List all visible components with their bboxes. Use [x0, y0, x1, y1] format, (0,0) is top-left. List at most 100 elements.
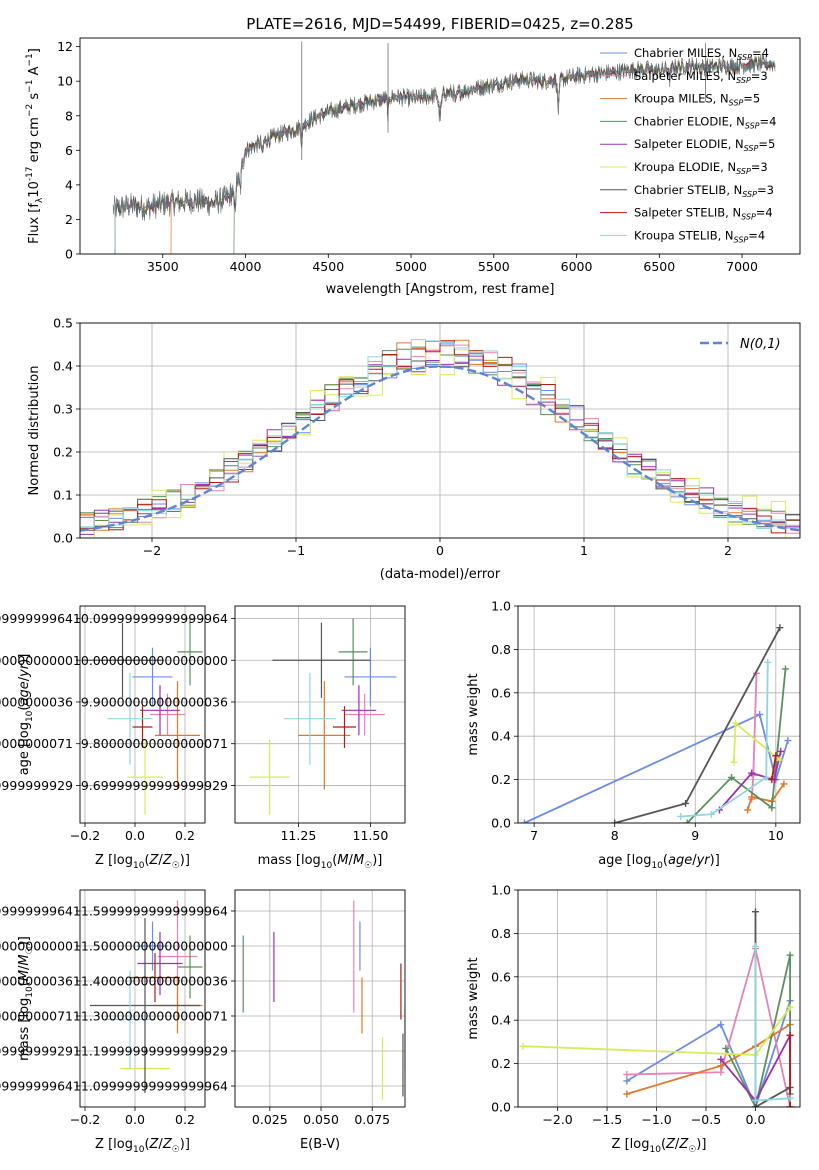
mass-weight-line: [626, 1023, 791, 1095]
x-tick-label: 6500: [643, 259, 675, 274]
y-tick-label: 1.0: [491, 599, 511, 614]
model-spectrum-line: [114, 59, 776, 254]
y-tick-label: 11.50000000000000000: [0, 939, 73, 954]
y-tick-label: 11.30000000000000071: [0, 1009, 73, 1024]
x-tick-label: −2: [143, 543, 161, 558]
y-tick-label: 0.2: [53, 445, 73, 460]
x-tick-label: 0.2: [175, 1112, 195, 1127]
y-tick-label: 11.30000000000000071: [73, 1009, 228, 1024]
mass-weight-line: [754, 911, 791, 1107]
x-tick-label: −2.0: [542, 1112, 572, 1127]
legend: Chabrier MILES, NSSP=4 Salpeter MILES, NS…: [600, 46, 776, 244]
x-tick-label: 0.0: [746, 1112, 766, 1127]
normal-distribution-curve: [80, 365, 800, 532]
observed-spectrum-line: [112, 53, 776, 221]
y-tick-label: 8: [65, 108, 73, 123]
y-axis-label: Normed distribution: [27, 366, 42, 496]
y-tick-label: 1.0: [491, 883, 511, 898]
axes-frame: [79, 889, 206, 1108]
axes-frame: [79, 605, 206, 824]
plot-area: [249, 618, 397, 815]
y-tick-label: 0: [65, 247, 73, 262]
mass-weight-vs-age-panel: 7 8 9 10 0.0 0.2 0.4 0.6 0.8 1.0 age [log10(age/yr…: [466, 599, 801, 871]
y-tick-label: 0.5: [53, 316, 73, 331]
legend-entry: Kroupa STELIB, NSSP=4: [634, 228, 765, 244]
axes-frame: [79, 37, 801, 255]
y-tick-label: 10.09999999999999964: [0, 611, 73, 626]
y-tick-label: 0.1: [53, 488, 73, 503]
mass-vs-metallicity-panel: −0.2 0.0 0.2 11.09999999999999964 11.1999999…: [0, 889, 206, 1155]
x-tick-label: −1.5: [592, 1112, 622, 1127]
x-tick-label: 4500: [312, 259, 344, 274]
axes-frame: [79, 322, 801, 539]
y-tick-label: 9.90000000000000036: [0, 694, 73, 709]
plot-area: [519, 908, 794, 1107]
y-tick-label: 0.6: [491, 969, 511, 984]
x-axis-label: (data-model)/error: [380, 567, 501, 582]
mass-weight-line: [718, 751, 782, 811]
x-tick-label: 0.0: [125, 1112, 145, 1127]
legend-entry: Kroupa ELODIE, NSSP=3: [634, 160, 768, 176]
y-tick-label: 0.2: [491, 1056, 511, 1071]
y-tick-label: 10.09999999999999964: [73, 611, 228, 626]
y-tick-label: 0.4: [491, 729, 511, 744]
x-tick-label: 0.2: [175, 828, 195, 843]
y-tick-label: 9.80000000000000071: [0, 736, 73, 751]
axes-frame: [517, 889, 801, 1108]
x-tick-label: 0.0: [125, 828, 145, 843]
y-tick-label: 11.09999999999999964: [73, 1079, 228, 1094]
y-tick-label: 9.80000000000000071: [81, 736, 228, 751]
axes-frame: [234, 605, 406, 824]
x-axis-label: age [log10(age/yr)]: [598, 853, 720, 871]
legend-entry: Salpeter STELIB, NSSP=4: [634, 206, 773, 222]
x-tick-label: 3500: [147, 259, 179, 274]
y-tick-label: 9.90000000000000036: [81, 694, 228, 709]
y-tick-label: 12: [57, 39, 73, 54]
mass-vs-ebv-panel: 0.025 0.050 0.075 11.09999999999999964 11.19…: [73, 889, 406, 1152]
y-tick-label: 11.09999999999999964: [0, 1079, 73, 1094]
x-tick-label: −0.5: [691, 1112, 721, 1127]
plot-area: [90, 900, 203, 1093]
mass-weight-vs-metallicity-panel: −2.0 −1.5 −1.0 −0.5 0.0 0.0 0.2 0.4 0.6 0.8 1.0 Z […: [466, 883, 801, 1155]
y-tick-label: 11.19999999999999929: [73, 1044, 228, 1059]
y-tick-label: 4: [65, 177, 73, 192]
y-tick-label: 0.8: [491, 926, 511, 941]
y-tick-label: 2: [65, 212, 73, 227]
mass-weight-line: [626, 1000, 791, 1107]
x-tick-label: 0: [436, 543, 444, 558]
legend-entry: Chabrier ELODIE, NSSP=4: [634, 114, 776, 130]
residual-histogram-panel: −2 −1 0 1 2 0.0 0.1 0.2 0.3 0.4 0.5 (data-model)/er…: [27, 316, 801, 582]
x-tick-label: 10: [768, 828, 784, 843]
y-tick-label: 0.0: [53, 531, 73, 546]
x-tick-label: 5000: [395, 259, 427, 274]
y-tick-label: 0.2: [491, 772, 511, 787]
x-axis-label: wavelength [Angstrom, rest frame]: [326, 282, 555, 297]
plot-area: [242, 900, 405, 1100]
x-tick-label: 7000: [726, 259, 758, 274]
x-tick-label: 0.050: [303, 1112, 339, 1127]
x-tick-label: 8: [611, 828, 619, 843]
x-tick-label: 0.025: [252, 1112, 288, 1127]
mass-weight-line: [686, 668, 787, 823]
model-spectrum-line: [114, 58, 776, 254]
y-tick-label: 0.3: [53, 402, 73, 417]
x-tick-label: 11.25: [280, 828, 316, 843]
model-spectrum-line: [233, 57, 776, 254]
x-tick-label: 6000: [561, 259, 593, 274]
y-tick-label: 0.0: [491, 1100, 511, 1115]
y-tick-label: 11.19999999999999929: [0, 1044, 73, 1059]
y-tick-label: 0.8: [491, 642, 511, 657]
y-tick-label: 11.59999999999999964: [0, 904, 73, 919]
x-tick-label: −1.0: [641, 1112, 671, 1127]
y-tick-label: 0.4: [491, 1013, 511, 1028]
y-axis-label: age [log10(age/yr)]: [17, 654, 35, 776]
x-tick-label: 4000: [230, 259, 262, 274]
y-tick-label: 9.69999999999999929: [0, 778, 73, 793]
mass-weight-line: [770, 755, 777, 780]
y-axis-label: mass [log10(M/M☉)]: [17, 936, 35, 1061]
axes-frame: [234, 889, 406, 1108]
y-tick-label: 10.00000000000000000: [73, 653, 228, 668]
y-axis-label: mass weight: [466, 673, 481, 755]
y-tick-label: 9.69999999999999929: [81, 778, 228, 793]
y-tick-label: 10: [57, 74, 73, 89]
